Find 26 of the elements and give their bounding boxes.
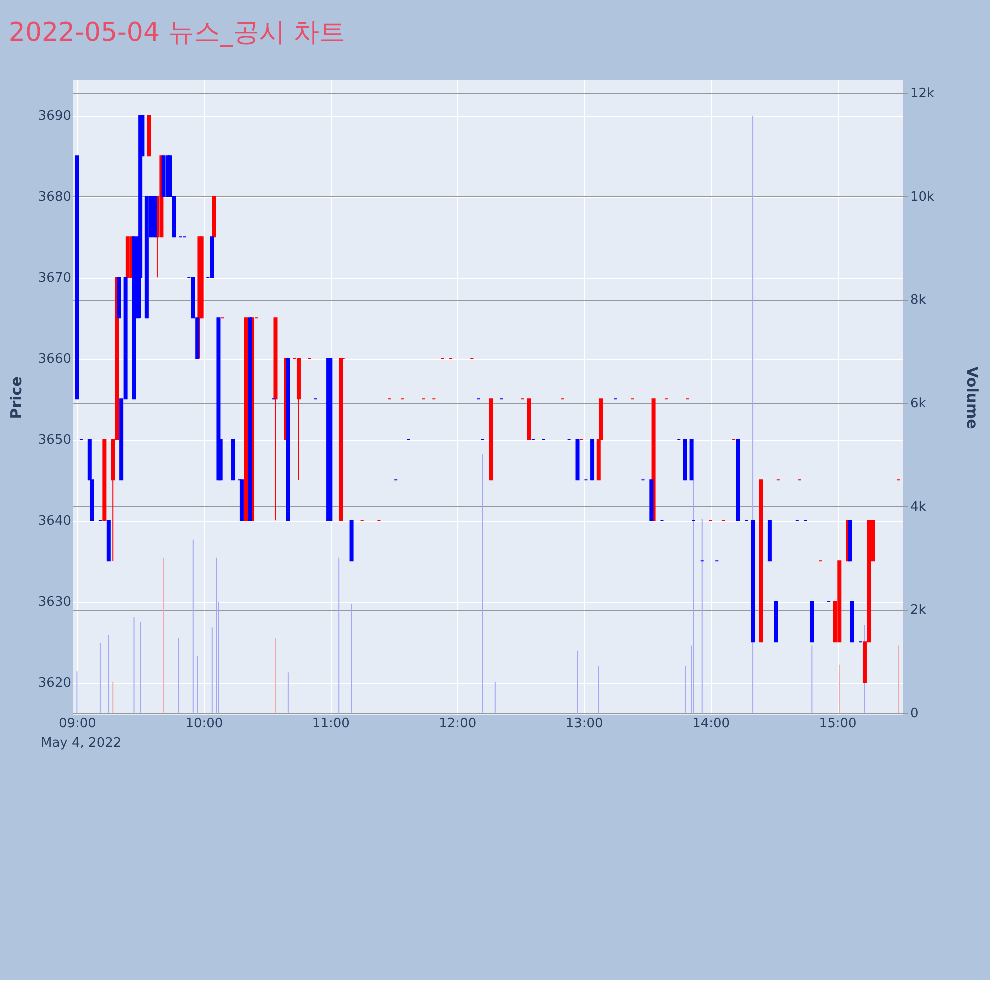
y-tick-label: 3640 [38, 514, 72, 530]
y2-axis-title: Volume [964, 366, 982, 430]
text: May 4, 2022 [41, 736, 122, 751]
y2-tick-label: 0 [910, 706, 919, 722]
chart-title: 2022-05-04 뉴스_공시 차트 [8, 18, 346, 48]
y-axis-title: Price [7, 376, 26, 420]
y-tick-label: 3620 [38, 676, 72, 692]
y2-tick-label: 6k [910, 396, 927, 412]
y-tick-label: 3680 [38, 190, 72, 206]
x-tick-label: 09:00 [58, 716, 96, 732]
y2-tick-label: 8k [910, 293, 927, 308]
y-tick-label: 3660 [38, 352, 72, 368]
x-tick-label: 12:00 [439, 716, 477, 732]
y-tick-label: 3690 [38, 109, 72, 124]
x-tick-label: 11:00 [312, 716, 350, 732]
y2-tick-label: 10k [910, 190, 936, 205]
y2-tick-label: 12k [910, 86, 936, 102]
y-tick-label: 3630 [38, 595, 72, 610]
y-tick-label: 3650 [38, 433, 72, 448]
x-tick-label: 14:00 [692, 716, 730, 732]
x-tick-label: 13:00 [566, 716, 604, 732]
y2-tick-label: 2k [910, 603, 927, 618]
x-tick-label: 15:00 [819, 716, 857, 732]
y2-tick-label: 4k [910, 500, 927, 515]
y-tick-label: 3670 [38, 271, 72, 286]
x-tick-label: 10:00 [186, 716, 224, 732]
